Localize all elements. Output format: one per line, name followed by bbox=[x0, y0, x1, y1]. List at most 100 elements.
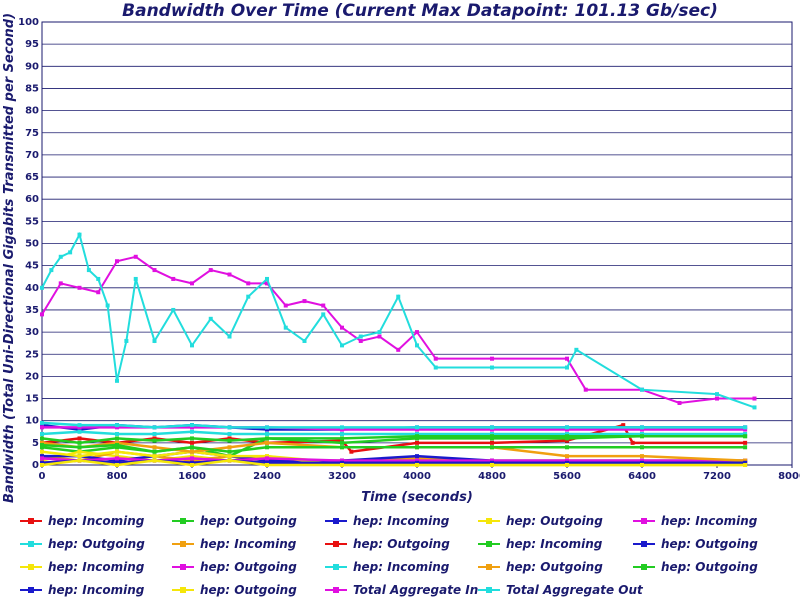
data-point bbox=[565, 434, 569, 439]
data-point bbox=[490, 460, 494, 465]
data-point bbox=[171, 307, 176, 312]
data-point bbox=[40, 449, 44, 454]
data-point bbox=[124, 338, 129, 343]
data-point bbox=[340, 445, 344, 450]
legend-item: hep: Incoming bbox=[325, 511, 449, 531]
data-point bbox=[715, 392, 719, 397]
data-point bbox=[415, 460, 419, 465]
data-point bbox=[415, 427, 419, 432]
data-point bbox=[490, 427, 494, 432]
data-point bbox=[265, 456, 269, 461]
data-point bbox=[190, 460, 194, 465]
y-tick-label: 30 bbox=[25, 327, 39, 338]
data-point bbox=[190, 440, 194, 445]
data-point bbox=[415, 456, 419, 461]
data-point bbox=[115, 445, 119, 450]
legend-label: hep: Incoming bbox=[506, 537, 603, 551]
y-tick-label: 50 bbox=[25, 239, 39, 250]
x-tick-label: 800 bbox=[107, 471, 128, 482]
x-axis-ticks: 0 800 1600 2400 3200 4000 4800 5600 6400 7200 8000 bbox=[39, 465, 800, 482]
legend-swatch bbox=[478, 584, 500, 596]
data-point bbox=[640, 458, 644, 463]
data-point bbox=[227, 449, 232, 454]
data-point bbox=[415, 458, 419, 463]
data-point bbox=[415, 454, 419, 459]
data-point bbox=[115, 436, 119, 441]
data-point bbox=[490, 431, 494, 436]
data-point bbox=[302, 338, 307, 343]
data-point bbox=[743, 458, 748, 463]
data-point bbox=[433, 365, 438, 370]
legend-swatch bbox=[325, 538, 347, 550]
data-point bbox=[340, 436, 344, 441]
data-point bbox=[77, 454, 82, 459]
y-tick-label: 15 bbox=[25, 394, 39, 405]
legend-item: hep: Outgoing bbox=[633, 557, 758, 577]
data-point bbox=[396, 294, 401, 299]
data-point bbox=[190, 456, 194, 461]
legend-swatch bbox=[172, 561, 194, 573]
data-point bbox=[415, 343, 419, 348]
data-point bbox=[115, 458, 119, 463]
data-point bbox=[490, 440, 494, 445]
data-point bbox=[133, 254, 138, 259]
legend-swatch bbox=[325, 561, 347, 573]
legend-label: hep: Outgoing bbox=[506, 560, 603, 574]
y-axis-label: Bandwidth (Total Uni-Directional Gigabit… bbox=[2, 13, 17, 503]
data-point bbox=[321, 312, 326, 317]
data-point bbox=[565, 438, 569, 443]
data-point bbox=[340, 343, 344, 348]
data-point bbox=[152, 458, 157, 463]
data-point bbox=[321, 303, 326, 308]
legend-swatch bbox=[478, 515, 500, 527]
data-point bbox=[40, 440, 44, 445]
data-point bbox=[115, 425, 119, 430]
legend-label: hep: Outgoing bbox=[200, 514, 297, 528]
series-line-6 bbox=[41, 430, 746, 436]
data-point bbox=[190, 436, 194, 441]
data-point bbox=[415, 434, 419, 439]
data-point bbox=[77, 232, 82, 237]
data-point bbox=[152, 338, 157, 343]
legend-item: hep: Incoming bbox=[633, 511, 757, 531]
y-tick-label: 60 bbox=[25, 194, 39, 205]
data-point bbox=[115, 440, 119, 445]
data-point bbox=[152, 425, 157, 430]
x-axis-label: Time (seconds) bbox=[361, 490, 473, 505]
y-tick-label: 95 bbox=[25, 39, 39, 50]
series-line-18 bbox=[41, 255, 755, 405]
data-point bbox=[115, 259, 119, 264]
data-point bbox=[265, 425, 269, 430]
legend-label: Total Aggregate Out bbox=[506, 583, 643, 597]
data-point bbox=[115, 431, 119, 436]
x-tick-label: 7200 bbox=[703, 471, 731, 482]
data-point bbox=[190, 281, 194, 286]
data-point bbox=[358, 334, 363, 339]
legend-swatch bbox=[172, 515, 194, 527]
legend-item: hep: Incoming bbox=[478, 534, 602, 554]
data-point bbox=[40, 285, 44, 290]
data-point bbox=[152, 449, 157, 454]
legend-label: Total Aggregate In bbox=[353, 583, 479, 597]
data-point bbox=[115, 456, 119, 461]
data-point bbox=[190, 429, 194, 434]
data-point bbox=[77, 458, 82, 463]
x-tick-label: 4800 bbox=[478, 471, 506, 482]
data-point bbox=[40, 423, 44, 428]
data-point bbox=[349, 449, 354, 454]
data-point bbox=[752, 396, 757, 401]
x-tick-label: 2400 bbox=[253, 471, 281, 482]
data-point bbox=[265, 463, 269, 467]
data-point bbox=[490, 434, 494, 439]
data-point bbox=[40, 454, 44, 459]
legend-item: hep: Incoming bbox=[20, 580, 144, 600]
data-point bbox=[621, 423, 626, 428]
legend-swatch bbox=[20, 561, 42, 573]
data-point bbox=[630, 440, 635, 445]
data-point bbox=[583, 387, 588, 392]
data-point bbox=[152, 445, 157, 450]
data-point bbox=[283, 303, 288, 308]
y-tick-label: 55 bbox=[25, 216, 39, 227]
legend-label: hep: Incoming bbox=[353, 514, 450, 528]
data-point bbox=[227, 445, 232, 450]
